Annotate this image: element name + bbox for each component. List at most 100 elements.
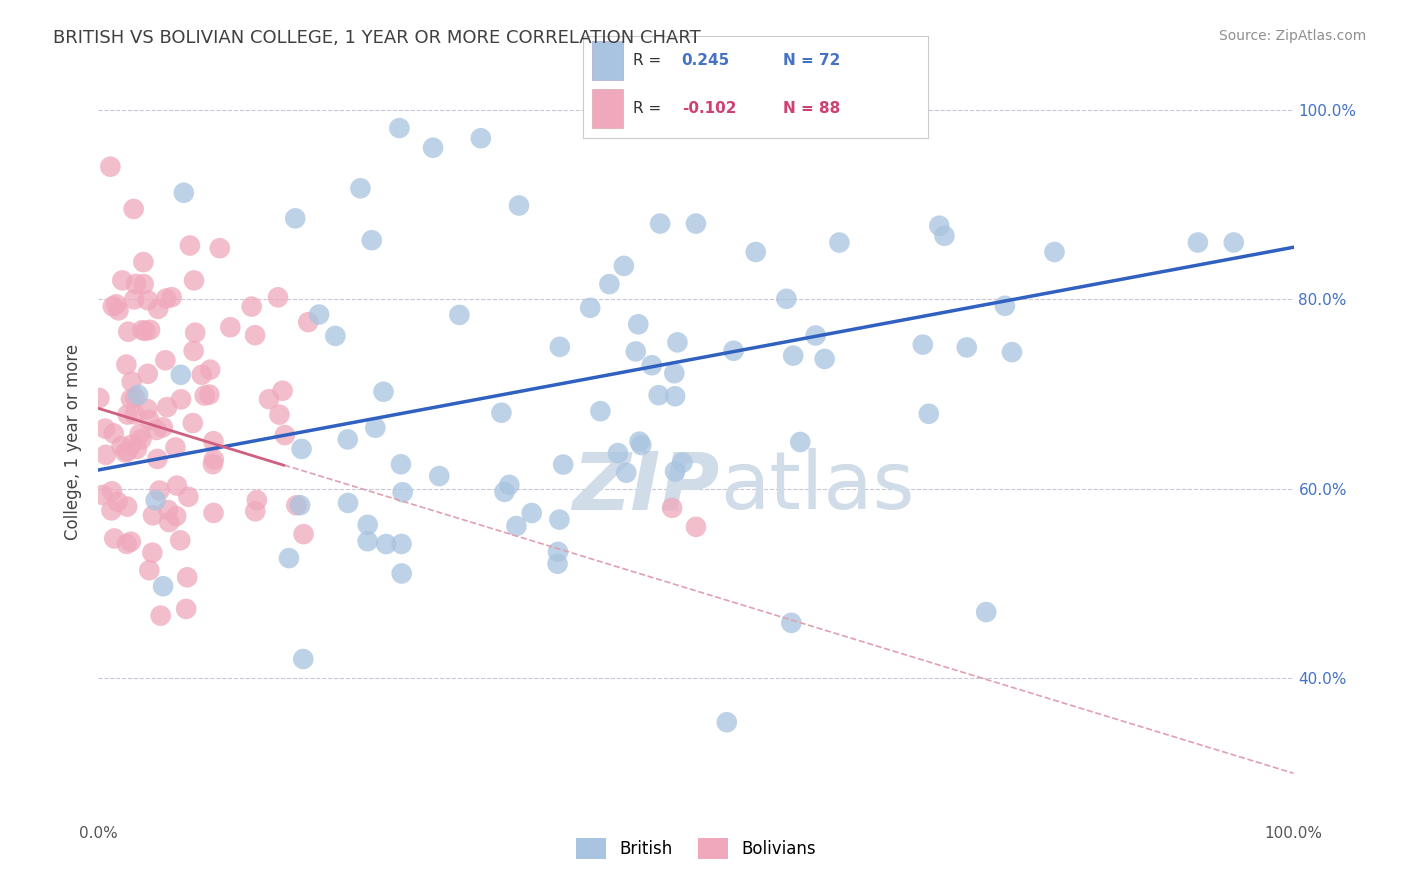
Point [547,557,569,571]
Point [146,451,169,466]
Point [152,420,174,434]
Point [391,537,413,551]
Point [160,290,183,304]
Point [134,324,156,338]
Point [201,457,224,471]
Text: ZIP: ZIP [572,448,720,526]
Point [1001,345,1024,359]
Point [360,233,382,247]
Point [166,478,188,492]
Point [155,353,177,368]
Point [956,340,979,354]
Point [498,478,520,492]
Point [624,344,647,359]
Point [169,533,191,548]
Point [245,504,267,518]
Point [508,198,530,212]
Point [183,343,205,358]
Point [804,328,827,343]
Point [117,325,139,339]
Point [139,323,162,337]
Point [208,241,231,255]
Text: R =: R = [634,101,662,116]
Point [828,235,851,250]
Point [177,490,200,504]
Point [91,488,114,502]
Point [607,446,630,460]
Point [356,534,378,549]
Point [138,563,160,577]
Point [156,400,179,414]
Point [292,527,315,541]
Point [814,351,837,366]
Point [145,493,167,508]
Point [664,389,686,403]
Point [422,141,444,155]
Point [685,520,707,534]
Point [121,437,143,451]
Point [789,435,811,450]
Point [579,301,602,315]
Point [110,439,132,453]
Point [491,406,513,420]
Point [124,408,146,422]
Point [1223,235,1246,250]
Point [336,433,359,447]
Point [202,506,225,520]
Point [179,238,201,252]
Point [1187,235,1209,250]
Point [240,300,263,314]
Point [105,297,128,311]
Point [94,448,117,462]
Point [723,343,745,358]
Point [325,329,347,343]
Point [128,427,150,442]
Point [918,407,941,421]
Point [630,438,652,452]
Point [994,299,1017,313]
Point [666,335,689,350]
Point [553,458,575,472]
Point [449,308,471,322]
Point [125,277,148,291]
Point [928,219,950,233]
Point [494,484,516,499]
Point [136,367,159,381]
Point [100,503,122,517]
Point [170,392,193,407]
Legend: British, Bolivians: British, Bolivians [569,831,823,865]
Point [219,320,242,334]
Point [124,293,146,307]
Point [157,515,180,529]
Point [391,485,413,500]
Point [131,432,153,446]
Point [934,228,956,243]
Point [103,532,125,546]
Point [288,498,311,512]
Point [664,465,686,479]
Point [648,217,672,231]
Point [155,292,177,306]
Text: R =: R = [634,53,662,68]
Point [176,570,198,584]
Point [132,277,155,292]
Point [131,323,153,337]
Point [136,402,159,417]
Point [271,384,294,398]
Point [357,517,380,532]
Point [470,131,492,145]
Y-axis label: College, 1 year or more: College, 1 year or more [65,343,83,540]
Point [145,423,167,437]
Point [613,259,636,273]
Point [115,537,138,551]
Point [505,519,527,533]
Point [115,500,138,514]
Point [628,434,651,449]
Point [373,384,395,399]
Point [716,715,738,730]
Point [284,211,307,226]
Point [89,391,111,405]
Point [148,483,170,498]
Point [308,308,330,322]
Point [173,186,195,200]
